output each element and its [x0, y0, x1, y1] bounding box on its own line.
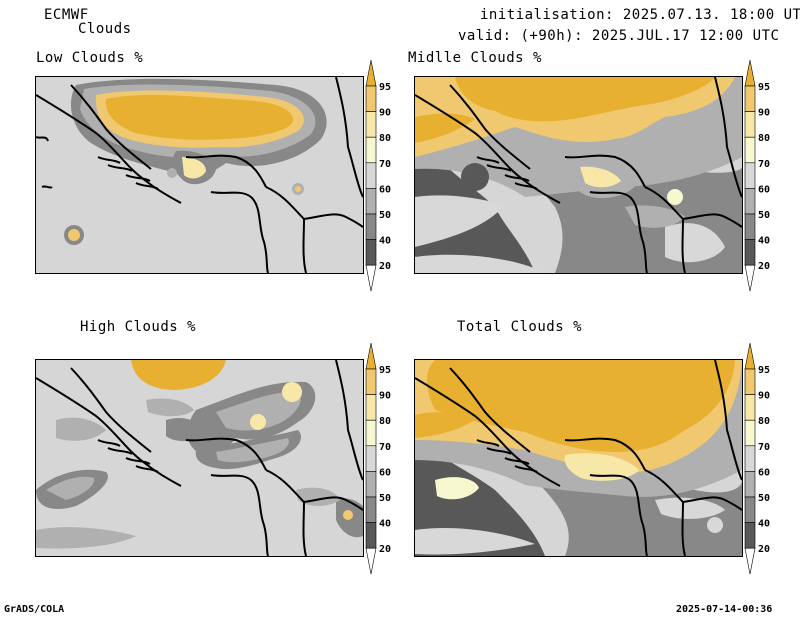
colorbar-segment	[744, 111, 756, 138]
panel-title-low: Low Clouds %	[36, 50, 144, 66]
colorbar-top-arrow	[744, 59, 756, 87]
middle-clouds-map	[414, 76, 743, 274]
colorbar-segment	[744, 471, 756, 498]
colorbar-label: 90	[758, 391, 770, 402]
colorbar-label: 50	[758, 493, 770, 504]
low-clouds-map	[35, 76, 364, 274]
panel-title-middle: Midlle Clouds %	[408, 50, 542, 66]
colorbar-label: 95	[758, 365, 770, 376]
colorbar-label: 90	[379, 108, 391, 119]
colorbar-segment	[744, 522, 756, 549]
colorbar-segment	[365, 496, 377, 523]
colorbar-segment	[365, 239, 377, 266]
colorbar-high: 95 90 80 70 60 50 40 20	[364, 341, 416, 575]
colorbar-segment	[744, 394, 756, 421]
colorbar-label: 60	[758, 467, 770, 478]
colorbar-middle: 95 90 80 70 60 50 40 20	[743, 58, 795, 292]
colorbar-label: 70	[758, 159, 770, 170]
colorbar-label: 20	[379, 544, 391, 555]
colorbar-segment	[744, 496, 756, 523]
colorbar-top-arrow	[744, 342, 756, 370]
colorbar-label: 60	[379, 467, 391, 478]
colorbar-label: 20	[379, 261, 391, 272]
colorbar-label: 40	[758, 519, 770, 530]
colorbar-label: 80	[758, 416, 770, 427]
colorbar-label: 90	[379, 391, 391, 402]
colorbar-label: 60	[379, 184, 391, 195]
total-clouds-map	[414, 359, 743, 557]
colorbar-segment	[365, 85, 377, 112]
high-clouds-map	[35, 359, 364, 557]
borders	[415, 77, 742, 273]
colorbar-segment	[744, 368, 756, 395]
model-label: ECMWF	[44, 7, 89, 23]
colorbar-label: 60	[758, 184, 770, 195]
colorbar-total: 95 90 80 70 60 50 40 20	[743, 341, 795, 575]
init-time: initialisation: 2025.07.13. 18:00 UTC	[480, 7, 800, 23]
colorbar-segment	[744, 213, 756, 240]
colorbar-low: 95 90 80 70 60 50 40 20	[364, 58, 416, 292]
colorbar-segment	[365, 419, 377, 447]
colorbar-label: 80	[379, 416, 391, 427]
colorbar-label: 40	[379, 519, 391, 530]
colorbar-segment	[365, 111, 377, 138]
colorbar-label: 70	[379, 442, 391, 453]
colorbar-segment	[744, 188, 756, 215]
colorbar-label: 40	[758, 236, 770, 247]
colorbar-label: 80	[758, 133, 770, 144]
borders	[36, 360, 363, 556]
colorbar-bottom-arrow	[744, 547, 756, 575]
colorbar-segment	[365, 522, 377, 549]
colorbar-label: 70	[758, 442, 770, 453]
colorbar-label: 50	[758, 210, 770, 221]
colorbar-segment	[365, 162, 377, 189]
colorbar-label: 95	[379, 365, 391, 376]
colorbar-label: 20	[758, 544, 770, 555]
colorbar-segment	[365, 213, 377, 240]
colorbar-label: 95	[379, 82, 391, 93]
colorbar-segment	[365, 368, 377, 395]
colorbar-label: 50	[379, 493, 391, 504]
footer-left: GrADS/COLA	[4, 604, 65, 615]
colorbar-top-arrow	[365, 342, 377, 370]
colorbar-label: 80	[379, 133, 391, 144]
colorbar-label: 70	[379, 159, 391, 170]
colorbar-segment	[365, 136, 377, 164]
colorbar-label: 20	[758, 261, 770, 272]
colorbar-label: 90	[758, 108, 770, 119]
cloud-fields	[415, 77, 742, 273]
colorbar-segment	[744, 85, 756, 112]
colorbar-top-arrow	[365, 59, 377, 87]
product-label: Clouds	[78, 21, 132, 37]
colorbar-bottom-arrow	[365, 547, 377, 575]
cloud-fields	[64, 78, 327, 245]
colorbar-segment	[365, 188, 377, 215]
colorbar-label: 95	[758, 82, 770, 93]
panel-title-high: High Clouds %	[80, 319, 197, 335]
cloud-fields	[36, 360, 363, 549]
valid-time: valid: (+90h): 2025.JUL.17 12:00 UTC	[458, 28, 780, 44]
borders	[415, 360, 742, 556]
colorbar-label: 40	[379, 236, 391, 247]
panel-title-total: Total Clouds %	[457, 319, 583, 335]
footer-right: 2025-07-14-00:36	[676, 604, 773, 615]
colorbar-segment	[744, 419, 756, 447]
colorbar-segment	[365, 471, 377, 498]
colorbar-segment	[744, 162, 756, 189]
colorbar-label: 50	[379, 210, 391, 221]
colorbar-segment	[365, 445, 377, 472]
colorbar-segment	[744, 239, 756, 266]
colorbar-segment	[744, 136, 756, 164]
borders	[36, 77, 363, 273]
cloud-fields	[415, 360, 742, 556]
colorbar-segment	[744, 445, 756, 472]
colorbar-bottom-arrow	[744, 264, 756, 292]
colorbar-segment	[365, 394, 377, 421]
colorbar-bottom-arrow	[365, 264, 377, 292]
